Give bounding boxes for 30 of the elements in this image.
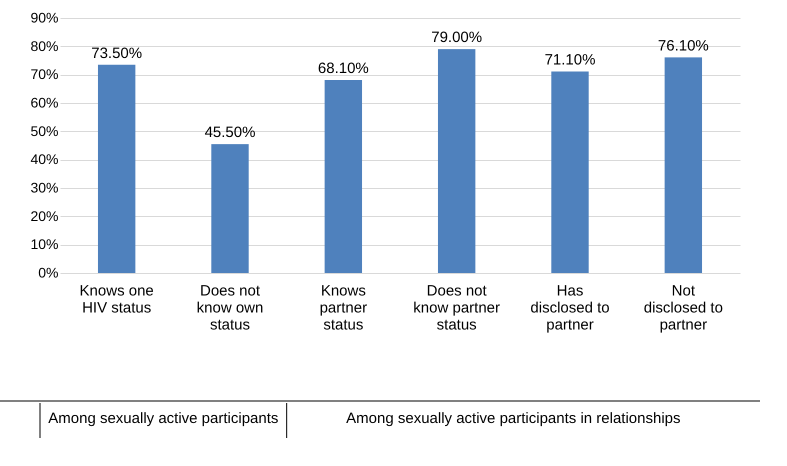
bar — [324, 80, 362, 273]
text: Among sexually active participants — [48, 410, 278, 427]
y-tick-label: 30% — [30, 180, 58, 196]
bar — [98, 64, 136, 273]
y-tick-label: 90% — [30, 10, 58, 26]
data-label: 71.10% — [544, 52, 596, 69]
y-tick-label: 40% — [30, 151, 58, 168]
bar — [211, 144, 249, 273]
y-tick-label: 50% — [30, 122, 58, 139]
y-tick-label: 0% — [38, 264, 58, 280]
x-tick-label: Does not know partner status — [413, 282, 500, 334]
data-label: 76.10% — [658, 37, 709, 54]
y-tick-label: 20% — [30, 208, 58, 224]
y-tick-label: 10% — [30, 236, 58, 252]
y-tick-label: 80% — [30, 38, 58, 54]
y-tick-label: 70% — [30, 66, 58, 82]
bar — [438, 49, 476, 273]
data-label: 45.50% — [204, 124, 256, 142]
data-label: 68.10% — [318, 60, 369, 78]
data-label: 79.00% — [431, 29, 482, 46]
text: Among sexually active participants in relationships — [346, 410, 681, 427]
x-tick-label: Does not know own status — [196, 282, 264, 334]
y-tick-label: 60% — [30, 94, 58, 110]
data-label: 73.50% — [91, 44, 142, 62]
x-tick-label: Knows one HIV status — [80, 282, 154, 316]
x-tick-label: Not disclosed to partner — [644, 282, 723, 334]
bar — [664, 57, 702, 273]
x-tick-label: Has disclosed to partner — [530, 282, 610, 334]
bar — [551, 72, 589, 273]
x-tick-label: Knows partner status — [320, 282, 368, 334]
